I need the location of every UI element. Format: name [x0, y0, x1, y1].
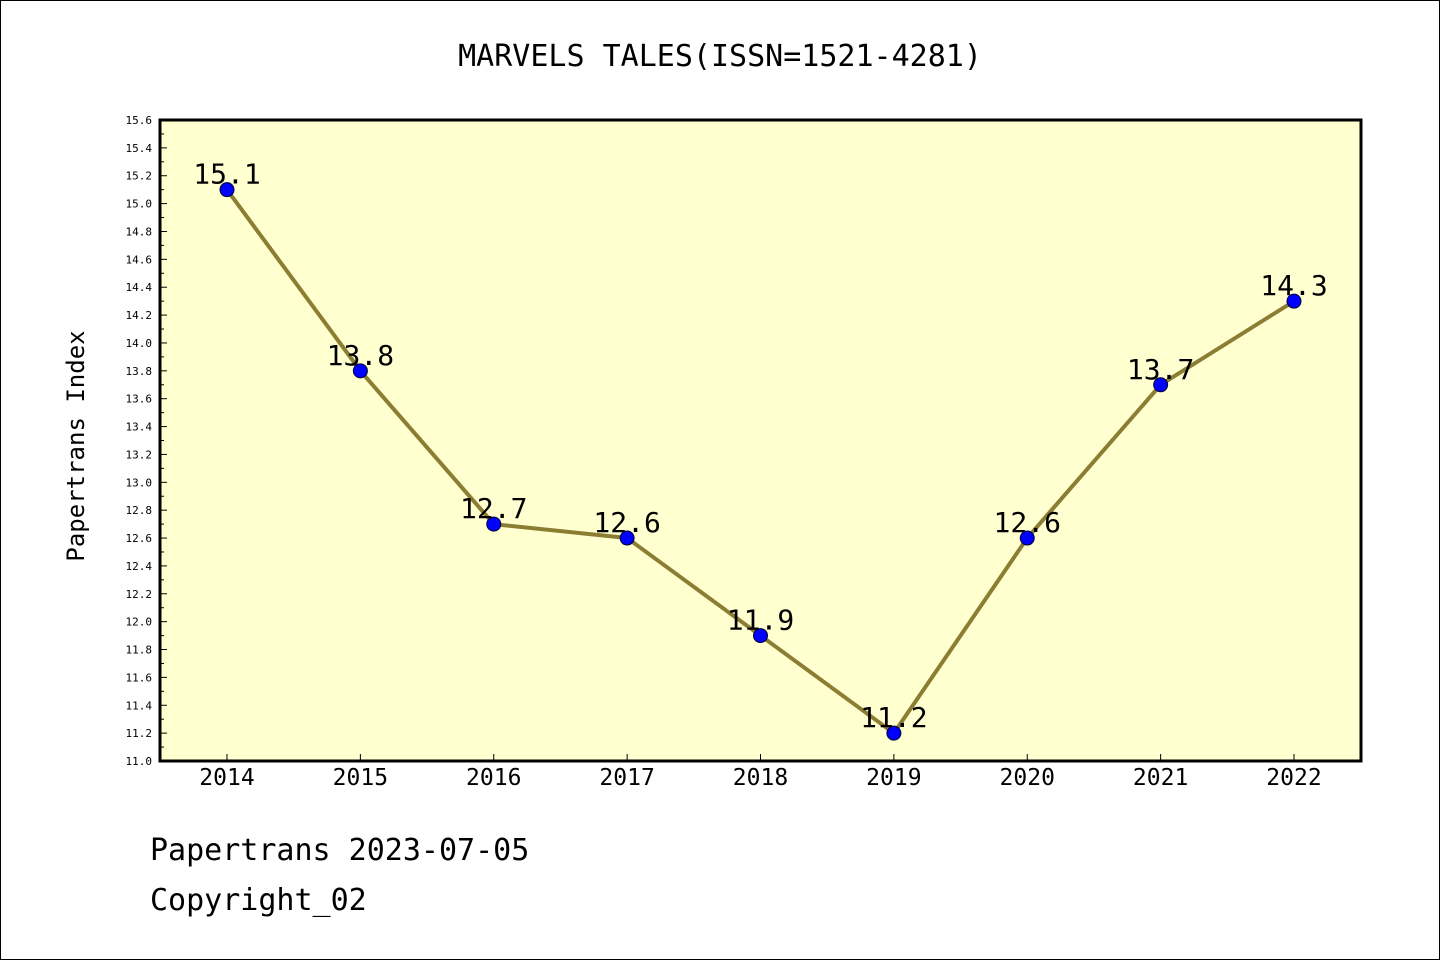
y-tick-label: 12.0	[126, 616, 153, 629]
y-tick-label: 12.8	[126, 504, 153, 517]
y-tick-label: 11.4	[126, 699, 153, 712]
y-tick-label: 12.6	[126, 532, 153, 545]
data-point	[1153, 377, 1169, 393]
y-tick-label: 15.6	[126, 114, 153, 127]
data-label: 12.7	[460, 492, 527, 525]
y-tick-label: 14.0	[126, 337, 153, 350]
data-label: 13.7	[1127, 353, 1194, 386]
y-tick-label: 14.8	[126, 225, 153, 238]
x-tick-label: 2018	[733, 765, 788, 791]
footer-date: Papertrans 2023-07-05	[150, 833, 530, 868]
chart-title: MARVELS TALES(ISSN=1521-4281)	[458, 39, 982, 74]
x-axis: 2014 2015 2016 2017 2018 2019 2020 2021 2022	[199, 754, 1322, 791]
plot-area	[158, 118, 1363, 763]
data-label: 12.6	[593, 506, 660, 539]
x-tick-label: 2022	[1266, 765, 1321, 791]
y-tick-label: 11.0	[126, 755, 153, 768]
data-label: 13.8	[327, 339, 394, 372]
x-tick-label: 2020	[1000, 765, 1055, 791]
data-label: 12.6	[994, 506, 1061, 539]
y-tick-label: 14.4	[126, 281, 153, 294]
data-label: 11.2	[860, 701, 927, 734]
data-point	[1019, 530, 1035, 546]
data-point	[219, 182, 235, 198]
data-label: 14.3	[1260, 269, 1327, 302]
y-tick-label: 11.6	[126, 671, 153, 684]
x-tick-label: 2019	[866, 765, 921, 791]
y-tick-label: 12.2	[126, 588, 153, 601]
y-tick-label: 13.8	[126, 365, 153, 378]
data-point	[886, 725, 902, 741]
x-tick-label: 2015	[333, 765, 388, 791]
y-tick-label: 15.4	[126, 142, 153, 155]
data-point	[1286, 293, 1302, 309]
series-markers	[219, 182, 1302, 741]
data-label: 11.9	[727, 604, 794, 637]
y-tick-label: 11.2	[126, 727, 153, 740]
y-tick-label: 13.6	[126, 393, 153, 406]
y-tick-label: 15.2	[126, 170, 153, 183]
x-tick-label: 2017	[599, 765, 654, 791]
data-point	[753, 628, 768, 644]
data-point	[486, 516, 502, 532]
data-point	[352, 363, 368, 379]
y-tick-label: 11.8	[126, 644, 153, 657]
y-tick-label: 13.4	[126, 421, 153, 434]
x-tick-label: 2016	[466, 765, 521, 791]
x-tick-label: 2014	[199, 765, 254, 791]
y-tick-label: 13.0	[126, 476, 153, 489]
y-axis-label: Papertrans Index	[62, 330, 90, 561]
y-tick-label: 15.0	[126, 198, 153, 211]
data-point	[619, 530, 635, 546]
data-labels: 15.1 13.8 12.7 12.6 11.9 11.2 12.6 13.7 14.3	[193, 158, 1327, 734]
y-tick-label: 14.2	[126, 309, 153, 322]
y-tick-label: 12.4	[126, 560, 153, 573]
y-axis: 11.0 11.2 11.4 11.6 11.8 12.0 12.2 12.4 12.6 12.8…	[126, 114, 167, 768]
x-tick-label: 2021	[1133, 765, 1188, 791]
data-label: 15.1	[193, 158, 260, 191]
y-tick-label: 14.6	[126, 253, 153, 266]
footer-copyright: Copyright_02	[150, 883, 367, 918]
y-tick-label: 13.2	[126, 448, 153, 461]
